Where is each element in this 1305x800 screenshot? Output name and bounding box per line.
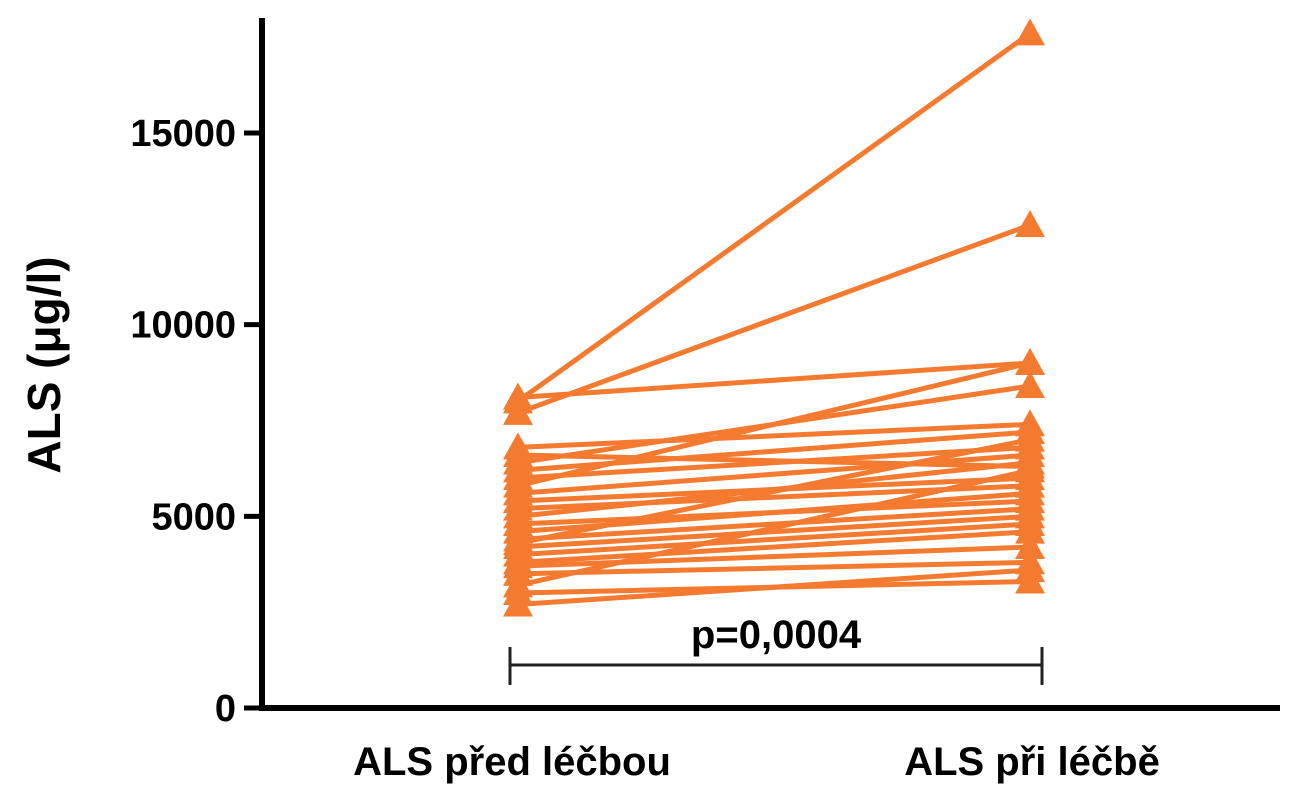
p-value-annotation: p=0,0004 [691, 613, 862, 657]
y-tick-label: 10000 [130, 305, 236, 347]
data-point-marker [1015, 424, 1045, 452]
data-point-marker [503, 589, 533, 617]
y-tick-label: 0 [215, 688, 236, 730]
series-line [517, 360, 1031, 400]
data-point-marker [1015, 555, 1045, 582]
series-markers [503, 18, 1045, 617]
y-tick-label: 15000 [130, 113, 236, 155]
series-line [517, 437, 1031, 546]
series-line [517, 506, 1031, 542]
series-line [517, 529, 1031, 565]
data-point-marker [1015, 455, 1045, 483]
series-line [517, 421, 1031, 450]
series-line [517, 521, 1031, 558]
series-line [517, 567, 1031, 607]
data-point-marker [1015, 371, 1045, 398]
series-line [517, 467, 1031, 588]
series-line [517, 444, 1031, 481]
series-line [517, 452, 1031, 496]
data-point-marker [1015, 210, 1045, 237]
series-line [517, 222, 1031, 416]
series-lines [516, 31, 1032, 607]
data-point-marker [503, 382, 533, 410]
y-tick-label: 5000 [151, 496, 236, 538]
series-line [517, 360, 1031, 489]
x-tick-label-during: ALS při léčbě [904, 740, 1160, 784]
x-tick-label-before: ALS před léčbou [353, 740, 671, 784]
data-point-marker [503, 397, 533, 425]
series-line [517, 544, 1031, 569]
data-point-marker [1015, 532, 1045, 559]
data-point-marker [1015, 478, 1045, 506]
data-point-marker [1015, 516, 1045, 544]
y-ticks: 0 5000 10000 15000 [130, 113, 262, 730]
y-axis-title: ALS (μg/l) [18, 256, 70, 473]
data-point-marker [1015, 18, 1045, 46]
series-line [516, 31, 1032, 404]
data-point-marker [1015, 348, 1045, 375]
significance-bracket: p=0,0004 [508, 613, 1044, 685]
series-line [517, 559, 1031, 577]
series-line [517, 513, 1031, 550]
